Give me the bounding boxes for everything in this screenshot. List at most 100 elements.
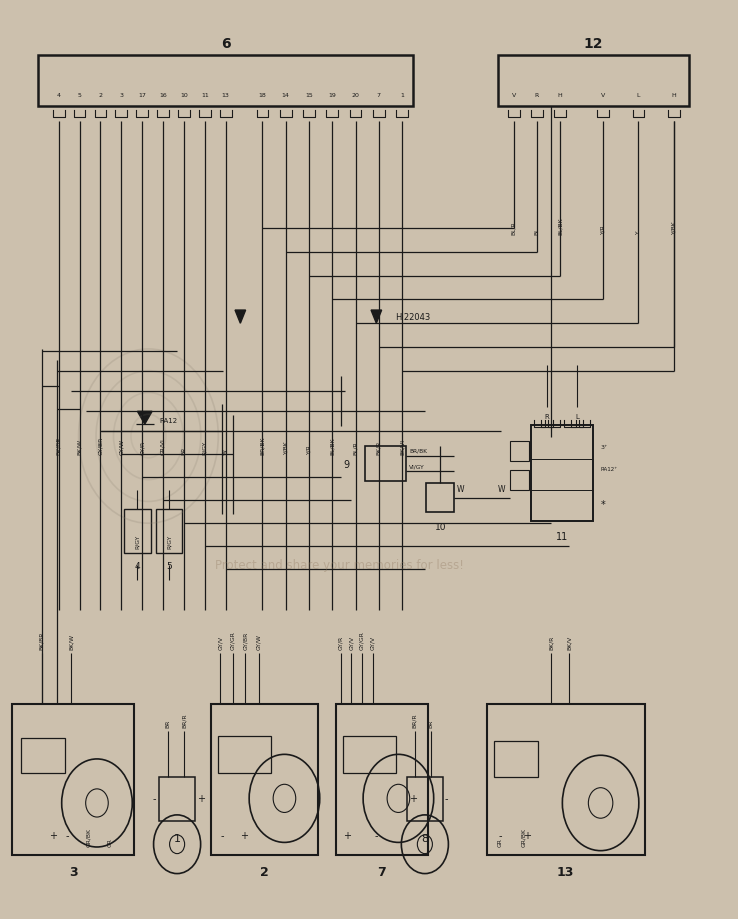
Text: BL: BL — [534, 228, 539, 235]
Text: GY/BR: GY/BR — [243, 630, 248, 649]
Text: 9: 9 — [343, 460, 349, 469]
Text: BK/W: BK/W — [77, 439, 82, 455]
Text: R: R — [535, 93, 539, 98]
Bar — [159, 777, 195, 822]
Text: 10: 10 — [180, 93, 187, 98]
Text: 5: 5 — [166, 562, 172, 571]
Text: BK/BR: BK/BR — [39, 630, 44, 649]
Text: Y/BK: Y/BK — [672, 221, 677, 235]
Text: 6: 6 — [221, 38, 230, 51]
Text: 13: 13 — [221, 93, 230, 98]
Text: -: - — [375, 830, 378, 840]
Text: +: + — [343, 830, 351, 840]
Text: Y: Y — [636, 232, 641, 235]
Bar — [156, 509, 182, 553]
Text: 3: 3 — [69, 866, 77, 879]
Text: BL/R: BL/R — [353, 441, 358, 455]
Text: *: * — [601, 500, 605, 509]
Text: RA12: RA12 — [159, 418, 178, 424]
Text: BK/BR: BK/BR — [56, 437, 61, 455]
Text: GY/BR: GY/BR — [98, 437, 103, 455]
Text: GY/R: GY/R — [139, 441, 145, 455]
Bar — [343, 736, 396, 773]
Text: -: - — [152, 793, 156, 803]
Text: +: + — [523, 830, 531, 840]
Bar — [336, 704, 428, 856]
Bar — [510, 471, 528, 491]
Text: +: + — [240, 830, 248, 840]
Text: 11: 11 — [556, 531, 568, 541]
Polygon shape — [137, 412, 152, 425]
Text: 5: 5 — [77, 93, 81, 98]
Text: R/GY: R/GY — [135, 534, 140, 549]
Text: GY/V: GY/V — [370, 635, 375, 649]
Text: 1: 1 — [173, 833, 181, 843]
Text: 20: 20 — [351, 93, 359, 98]
Text: W: W — [223, 449, 228, 455]
Text: 2: 2 — [260, 866, 269, 879]
Text: L: L — [637, 93, 640, 98]
Text: GY/V: GY/V — [218, 635, 223, 649]
Text: RA12⁺: RA12⁺ — [601, 467, 618, 471]
Text: GY/R: GY/R — [339, 635, 344, 649]
Bar — [211, 704, 317, 856]
Text: 3: 3 — [120, 93, 123, 98]
Text: 11: 11 — [201, 93, 209, 98]
Text: 1: 1 — [400, 93, 404, 98]
Text: 2: 2 — [98, 93, 103, 98]
Text: BR/BK: BR/BK — [410, 448, 427, 453]
Polygon shape — [235, 311, 246, 323]
Text: GY/GR: GY/GR — [230, 630, 235, 649]
Text: V: V — [511, 93, 516, 98]
Text: 19: 19 — [328, 93, 337, 98]
Text: Protect and share your memories for less!: Protect and share your memories for less… — [215, 559, 464, 572]
Text: 3⁺: 3⁺ — [601, 444, 608, 449]
Text: BK/R: BK/R — [549, 635, 554, 649]
Text: BL/BK: BL/BK — [330, 437, 335, 455]
Text: GR: GR — [108, 837, 113, 846]
Text: -: - — [66, 830, 69, 840]
Text: 7: 7 — [377, 93, 381, 98]
Bar — [510, 441, 528, 461]
Bar — [407, 777, 443, 822]
Text: GR: GR — [497, 837, 503, 846]
Bar — [486, 704, 645, 856]
Text: Y/R: Y/R — [600, 225, 605, 235]
Text: 8: 8 — [421, 833, 429, 843]
Text: GY/W: GY/W — [256, 633, 261, 649]
Text: +: + — [49, 830, 57, 840]
Text: W: W — [456, 484, 464, 494]
Text: Y/BK: Y/BK — [283, 441, 288, 455]
Text: BK/W: BK/W — [69, 633, 74, 649]
Text: -: - — [445, 793, 448, 803]
Text: R: R — [545, 414, 549, 419]
Text: BL/BK: BL/BK — [558, 218, 562, 235]
Text: GY/V: GY/V — [349, 635, 354, 649]
Text: H.22043: H.22043 — [395, 313, 430, 322]
Text: W: W — [497, 484, 505, 494]
Text: +: + — [197, 793, 205, 803]
Text: GY/GR: GY/GR — [359, 630, 364, 649]
Bar — [427, 483, 455, 513]
Bar — [494, 741, 538, 777]
Text: V: V — [601, 93, 605, 98]
Text: BR/BK: BR/BK — [260, 437, 265, 455]
Text: BK/R: BK/R — [376, 440, 382, 455]
Text: BR: BR — [428, 719, 433, 727]
Bar — [38, 56, 413, 107]
Text: R/GY: R/GY — [167, 534, 171, 549]
Text: GR/BK: GR/BK — [521, 827, 526, 846]
Text: 15: 15 — [305, 93, 313, 98]
Text: 14: 14 — [282, 93, 289, 98]
Text: BR/R: BR/R — [182, 712, 187, 727]
Bar — [497, 56, 689, 107]
Text: 12: 12 — [584, 38, 603, 51]
Text: VI/GY: VI/GY — [410, 464, 425, 469]
Text: 4: 4 — [134, 562, 140, 571]
Text: H: H — [672, 93, 677, 98]
Text: H: H — [558, 93, 562, 98]
Text: BR: BR — [166, 719, 170, 727]
Text: -: - — [498, 830, 502, 840]
Bar — [365, 447, 406, 482]
Text: -: - — [220, 830, 224, 840]
